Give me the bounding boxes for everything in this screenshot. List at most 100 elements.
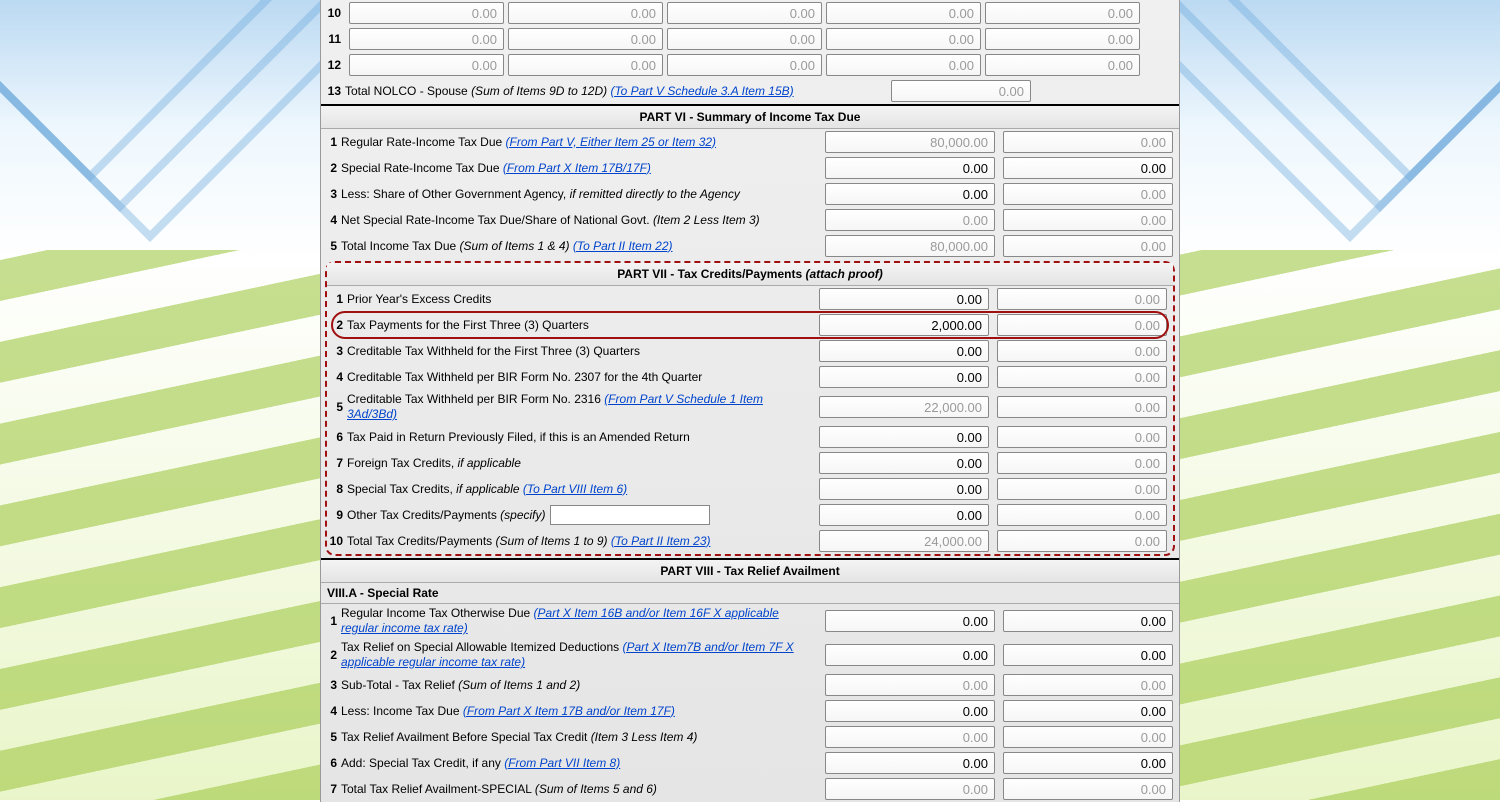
val-10-1[interactable]	[349, 2, 504, 24]
val-13[interactable]	[891, 80, 1031, 102]
part8-row-1: 1Regular Income Tax Otherwise Due (Part …	[321, 604, 1179, 638]
value-b	[997, 314, 1167, 336]
specify-input[interactable]	[550, 505, 710, 525]
row-num: 10	[329, 534, 347, 548]
value-b	[1003, 131, 1173, 153]
row-num: 3	[323, 187, 341, 201]
part6-row-4: 4Net Special Rate-Income Tax Due/Share o…	[321, 207, 1179, 233]
row-num: 3	[329, 344, 347, 358]
val-11-1[interactable]	[349, 28, 504, 50]
row-num: 3	[323, 678, 341, 692]
nolco-link[interactable]: (To Part V Schedule 3.A Item 15B)	[610, 84, 793, 98]
val-10-3[interactable]	[667, 2, 822, 24]
row-link[interactable]: (From Part X Item 17B/17F)	[503, 161, 651, 175]
val-12-2[interactable]	[508, 54, 663, 76]
row-label: Creditable Tax Withheld per BIR Form No.…	[347, 370, 811, 385]
row-num: 12	[323, 58, 345, 72]
part7-row-9: 9Other Tax Credits/Payments (specify)	[327, 502, 1173, 528]
part6-row-1: 1Regular Rate-Income Tax Due (From Part …	[321, 129, 1179, 155]
val-11-5[interactable]	[985, 28, 1140, 50]
row-label: Other Tax Credits/Payments (specify)	[347, 505, 811, 525]
row-num: 1	[329, 292, 347, 306]
row-label: Creditable Tax Withheld for the First Th…	[347, 344, 811, 359]
row-link[interactable]: (To Part II Item 23)	[611, 534, 711, 548]
row-link[interactable]: (To Part VIII Item 6)	[523, 482, 627, 496]
value-a[interactable]	[819, 288, 989, 310]
part8-row-5: 5Tax Relief Availment Before Special Tax…	[321, 724, 1179, 750]
part8-row-4: 4Less: Income Tax Due (From Part X Item …	[321, 698, 1179, 724]
value-a[interactable]	[819, 340, 989, 362]
part8-row-2: 2Tax Relief on Special Allowable Itemize…	[321, 638, 1179, 672]
value-a	[825, 209, 995, 231]
row-num: 10	[323, 6, 345, 20]
value-a	[819, 530, 989, 552]
value-b	[1003, 778, 1173, 800]
row-num: 9	[329, 508, 347, 522]
row-label: Total Tax Relief Availment-SPECIAL (Sum …	[341, 782, 817, 797]
part7-row-1: 1Prior Year's Excess Credits	[327, 286, 1173, 312]
value-a[interactable]	[825, 183, 995, 205]
row-label: Tax Relief Availment Before Special Tax …	[341, 730, 817, 745]
row-num: 7	[329, 456, 347, 470]
val-12-1[interactable]	[349, 54, 504, 76]
part7-row-4: 4Creditable Tax Withheld per BIR Form No…	[327, 364, 1173, 390]
part6-header: PART VI - Summary of Income Tax Due	[321, 104, 1179, 129]
row-label: Total Income Tax Due (Sum of Items 1 & 4…	[341, 239, 817, 254]
row-num: 2	[323, 161, 341, 175]
value-a[interactable]	[825, 700, 995, 722]
value-b	[997, 530, 1167, 552]
tax-form-panel: 10 11 12 13 Total NOLCO - Spouse	[320, 0, 1180, 802]
row-num: 6	[329, 430, 347, 444]
row-num: 5	[323, 730, 341, 744]
value-b	[1003, 726, 1173, 748]
value-a[interactable]	[825, 610, 995, 632]
val-12-5[interactable]	[985, 54, 1140, 76]
val-10-5[interactable]	[985, 2, 1140, 24]
value-a[interactable]	[819, 504, 989, 526]
value-b[interactable]	[1003, 644, 1173, 666]
row-num: 8	[329, 482, 347, 496]
value-b[interactable]	[1003, 610, 1173, 632]
val-12-4[interactable]	[826, 54, 981, 76]
row-label: Sub-Total - Tax Relief (Sum of Items 1 a…	[341, 678, 817, 693]
part8-header: PART VIII - Tax Relief Availment	[321, 558, 1179, 583]
row-link[interactable]: (From Part X Item 17B and/or Item 17F)	[463, 704, 675, 718]
val-11-3[interactable]	[667, 28, 822, 50]
row-label: Net Special Rate-Income Tax Due/Share of…	[341, 213, 817, 228]
part7-highlight-box: PART VII - Tax Credits/Payments (attach …	[325, 261, 1175, 556]
value-b[interactable]	[1003, 700, 1173, 722]
val-10-4[interactable]	[826, 2, 981, 24]
row-label: Total Tax Credits/Payments (Sum of Items…	[347, 534, 811, 549]
value-b	[997, 452, 1167, 474]
row-num: 6	[323, 756, 341, 770]
val-10-2[interactable]	[508, 2, 663, 24]
value-b[interactable]	[1003, 752, 1173, 774]
value-b	[997, 366, 1167, 388]
value-a[interactable]	[819, 452, 989, 474]
part7-row-10: 10Total Tax Credits/Payments (Sum of Ite…	[327, 528, 1173, 554]
value-a	[819, 396, 989, 418]
row-num: 4	[329, 370, 347, 384]
row-label: Special Rate-Income Tax Due (From Part X…	[341, 161, 817, 176]
row-link[interactable]: (From Part VII Item 8)	[504, 756, 620, 770]
value-a[interactable]	[825, 752, 995, 774]
value-a[interactable]	[819, 426, 989, 448]
nolco-row-10: 10	[321, 0, 1179, 26]
value-a[interactable]	[819, 366, 989, 388]
val-12-3[interactable]	[667, 54, 822, 76]
value-b[interactable]	[1003, 157, 1173, 179]
part7-row-7: 7Foreign Tax Credits, if applicable	[327, 450, 1173, 476]
part6-rows: 1Regular Rate-Income Tax Due (From Part …	[321, 129, 1179, 259]
value-a[interactable]	[825, 644, 995, 666]
row-num: 5	[329, 400, 347, 414]
value-a[interactable]	[825, 157, 995, 179]
val-11-2[interactable]	[508, 28, 663, 50]
val-11-4[interactable]	[826, 28, 981, 50]
row-link[interactable]: (To Part II Item 22)	[573, 239, 673, 253]
part8-rows: 1Regular Income Tax Otherwise Due (Part …	[321, 604, 1179, 802]
nolco-row-11: 11	[321, 26, 1179, 52]
value-a	[825, 131, 995, 153]
row-link[interactable]: (From Part V, Either Item 25 or Item 32)	[506, 135, 717, 149]
value-a[interactable]	[819, 478, 989, 500]
value-a[interactable]	[819, 314, 989, 336]
